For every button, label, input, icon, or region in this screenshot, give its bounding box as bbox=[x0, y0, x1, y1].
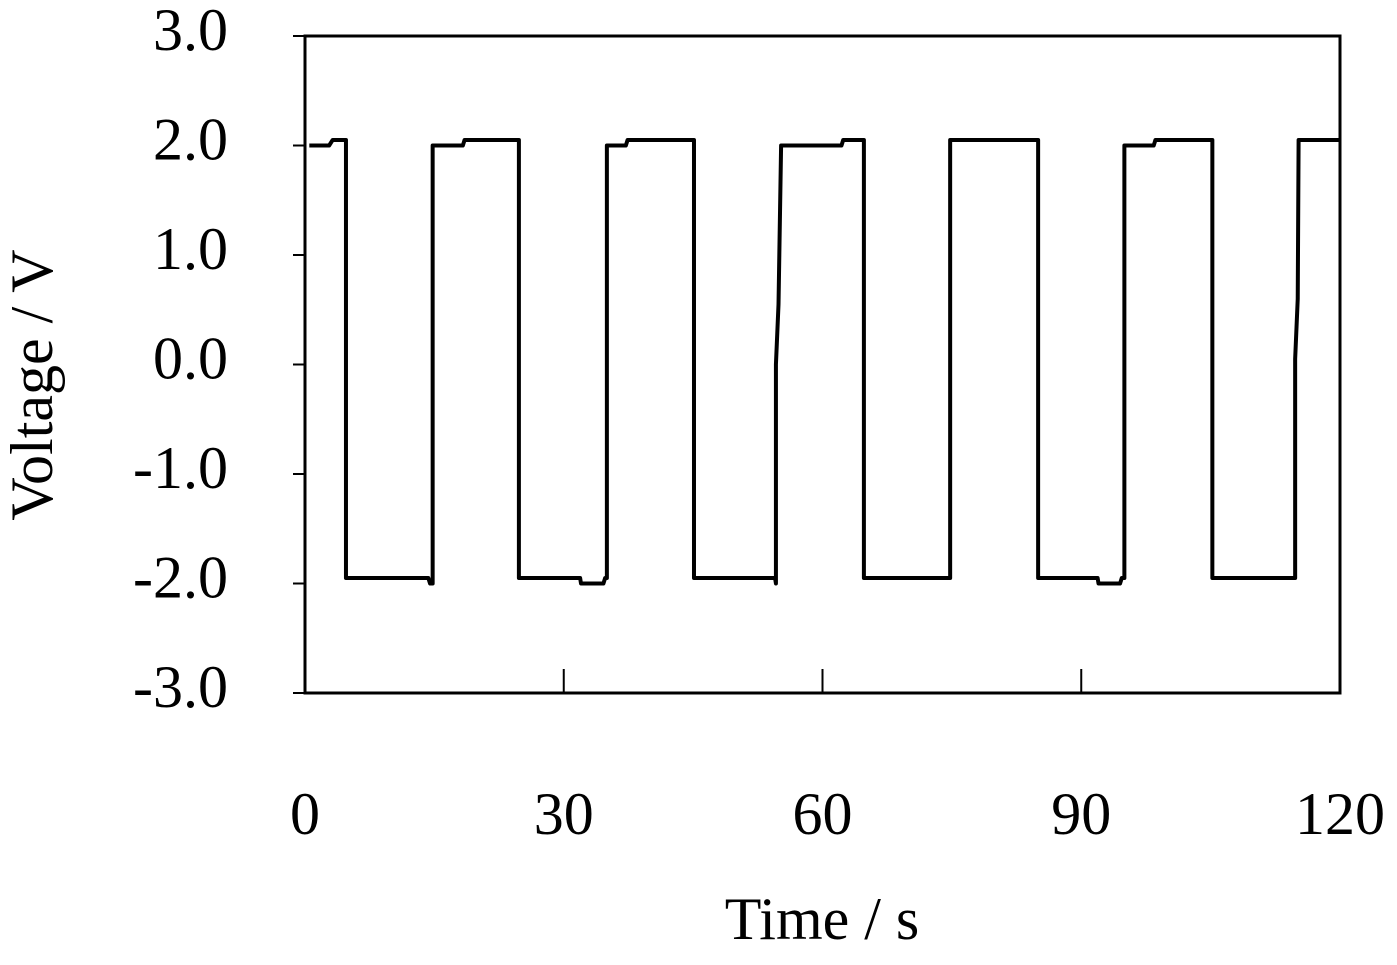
y-axis-label: Voltage / V bbox=[0, 249, 65, 520]
x-tick-label: 30 bbox=[534, 781, 594, 847]
x-tick-label: 90 bbox=[1051, 781, 1111, 847]
x-tick-label: 0 bbox=[290, 781, 320, 847]
y-tick-label: 2.0 bbox=[153, 106, 228, 172]
x-axis-label: Time / s bbox=[725, 886, 920, 952]
y-tick-label: -1.0 bbox=[133, 435, 228, 501]
data-line bbox=[309, 138, 1340, 586]
y-tick-label: -2.0 bbox=[133, 544, 228, 610]
y-tick-label: 3.0 bbox=[153, 0, 228, 63]
x-tick-label: 120 bbox=[1295, 781, 1385, 847]
x-tick-label: 60 bbox=[793, 781, 853, 847]
y-tick-label: -3.0 bbox=[133, 654, 228, 720]
y-tick-label: 1.0 bbox=[153, 216, 228, 282]
plot-frame bbox=[303, 34, 1342, 695]
y-tick-label: 0.0 bbox=[153, 325, 228, 391]
